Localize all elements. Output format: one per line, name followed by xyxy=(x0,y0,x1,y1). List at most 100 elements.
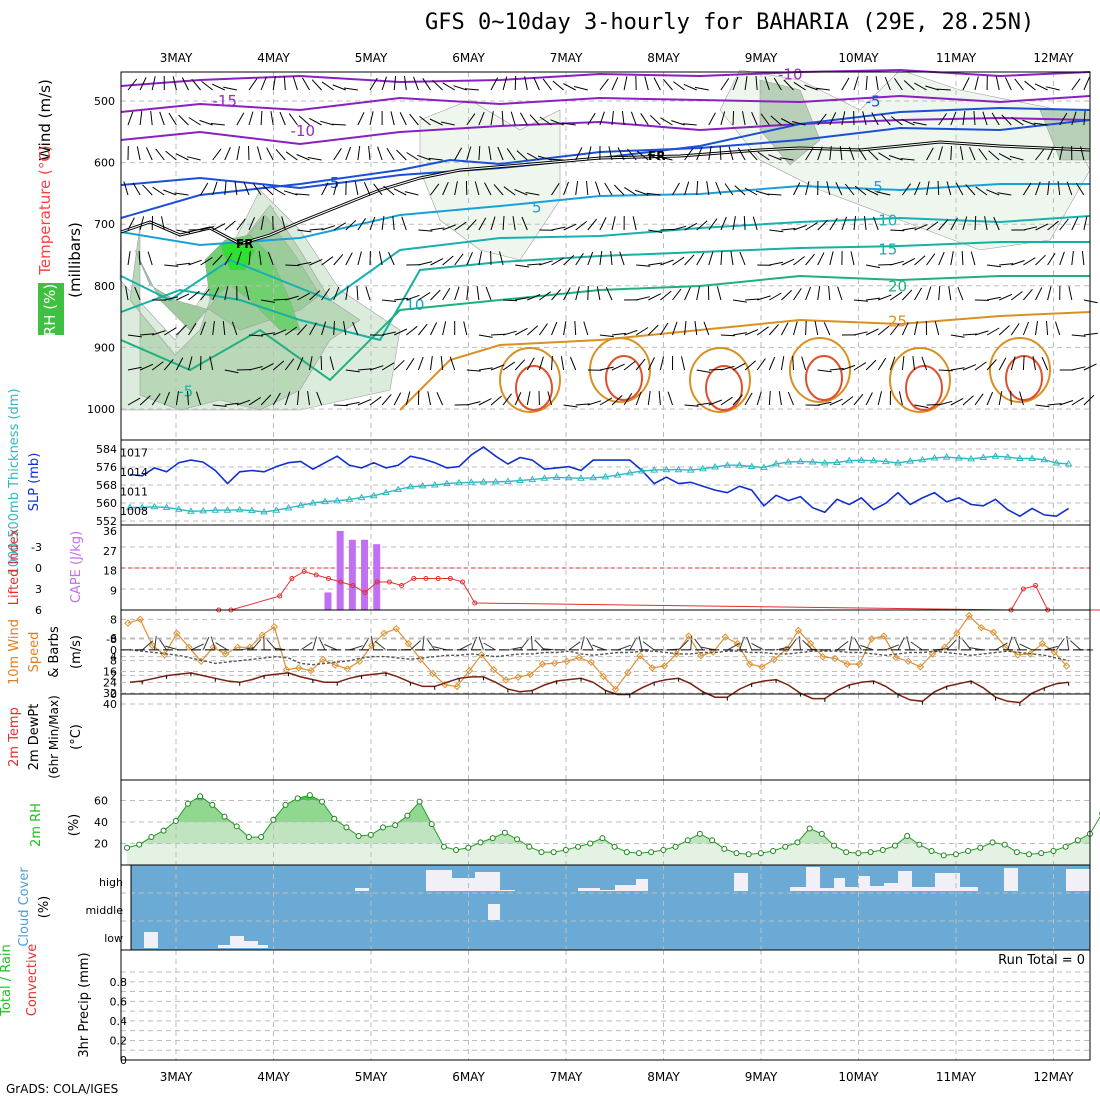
wind-barb xyxy=(638,636,643,651)
thickness-point xyxy=(881,457,890,465)
high-cloud-bar xyxy=(898,871,912,891)
wind-barb xyxy=(690,635,693,651)
thickness-point xyxy=(735,461,744,468)
wind-barb xyxy=(884,76,891,91)
wind-barb xyxy=(890,229,905,232)
wind-barb xyxy=(297,261,312,266)
wind-barb xyxy=(768,356,776,371)
wind-barb xyxy=(406,294,420,301)
middle-cloud-bar xyxy=(488,904,500,920)
isotherm-label: -5 xyxy=(178,383,193,401)
axis-label: Temperature (°C) xyxy=(36,145,54,275)
wind-barb xyxy=(547,391,552,406)
wind-barb xyxy=(817,252,825,266)
wind-barb xyxy=(791,121,806,126)
high-cloud-bar xyxy=(806,867,820,891)
wind-barb xyxy=(175,357,184,371)
wind-barb xyxy=(1019,391,1024,406)
wind-barb xyxy=(587,112,596,126)
isotherm-closed xyxy=(989,337,1051,403)
wind-barb xyxy=(586,181,589,196)
wind-barb xyxy=(1071,111,1077,126)
wind-barb xyxy=(781,228,796,231)
wind-barb xyxy=(176,293,190,301)
tick-label: middle xyxy=(85,904,123,917)
thickness-point xyxy=(650,466,659,473)
tick-label: 9 xyxy=(110,584,117,597)
wind-barb xyxy=(912,121,927,126)
wind-barb xyxy=(793,321,798,336)
high-cloud-bar xyxy=(960,887,978,891)
wind-speed-point xyxy=(526,670,535,679)
wind-barb xyxy=(374,640,387,651)
wind-barb xyxy=(805,181,810,196)
wind-barb xyxy=(672,256,685,266)
thickness-point xyxy=(260,508,268,515)
thickness-point xyxy=(394,485,403,492)
wind-barb xyxy=(744,329,759,336)
wind-barb xyxy=(934,321,940,336)
wind-barb xyxy=(724,183,734,196)
wind-barb xyxy=(503,186,516,196)
wind-barb xyxy=(236,251,242,266)
wind-barb xyxy=(969,146,976,161)
wind-barb xyxy=(251,638,262,651)
thickness-point xyxy=(540,474,549,481)
wind-barb xyxy=(524,76,528,91)
wind-barb xyxy=(841,396,854,406)
rh-point xyxy=(806,825,813,832)
wind-barb xyxy=(538,356,544,371)
thickness-point xyxy=(723,461,732,468)
wind-barb xyxy=(527,263,542,266)
wind-speed-point xyxy=(697,651,705,660)
wind-barb xyxy=(236,399,251,406)
wind-barb xyxy=(188,259,202,266)
rh-point xyxy=(855,850,862,857)
wind-speed-point xyxy=(660,662,669,670)
axis-label: Cloud Cover xyxy=(17,867,32,947)
high-cloud-bar xyxy=(355,888,369,891)
wind-barb xyxy=(200,256,213,266)
wind-barb xyxy=(406,152,419,161)
wind-barb xyxy=(898,391,903,406)
wind-barb xyxy=(841,77,850,91)
wind-barb xyxy=(649,114,661,126)
rh-point xyxy=(306,792,313,799)
wind-barb xyxy=(802,639,813,651)
wind-speed-point xyxy=(575,653,583,662)
wind-barb xyxy=(296,356,304,371)
isotherm-closed xyxy=(805,355,843,401)
wind-barb xyxy=(938,113,948,126)
wind-barb xyxy=(417,154,431,161)
wind-speed-point xyxy=(636,651,644,660)
wind-barb xyxy=(877,325,890,336)
wind-barb xyxy=(260,76,267,91)
rh-point xyxy=(172,817,179,824)
wind-barb xyxy=(210,123,225,126)
wind-barb xyxy=(503,299,518,302)
wind-barb xyxy=(866,297,881,301)
wind-barb xyxy=(962,111,966,126)
wind-barb xyxy=(333,404,348,407)
wind-barb xyxy=(760,113,770,126)
wind-barb xyxy=(212,223,226,231)
wind-barb xyxy=(260,216,265,231)
rh-point xyxy=(1074,837,1081,844)
rh-point xyxy=(1026,851,1033,858)
rh-point xyxy=(977,844,984,851)
date-label: 12MAY xyxy=(1033,1070,1074,1084)
wind-speed-point xyxy=(989,628,998,637)
wind-barb xyxy=(792,355,794,371)
wind-barb xyxy=(502,330,517,336)
tick-label: 0.4 xyxy=(110,1015,128,1028)
wind-barb xyxy=(474,181,480,196)
wind-barb xyxy=(309,356,313,371)
wind-barb xyxy=(599,397,613,406)
wind-speed-point xyxy=(136,615,144,624)
tick-label: 8 xyxy=(110,613,117,626)
wind-barb xyxy=(1057,181,1061,196)
wind-barb xyxy=(463,321,468,336)
rh-point xyxy=(648,849,655,856)
wind-barb xyxy=(309,290,321,301)
wind-barb xyxy=(1056,638,1065,651)
